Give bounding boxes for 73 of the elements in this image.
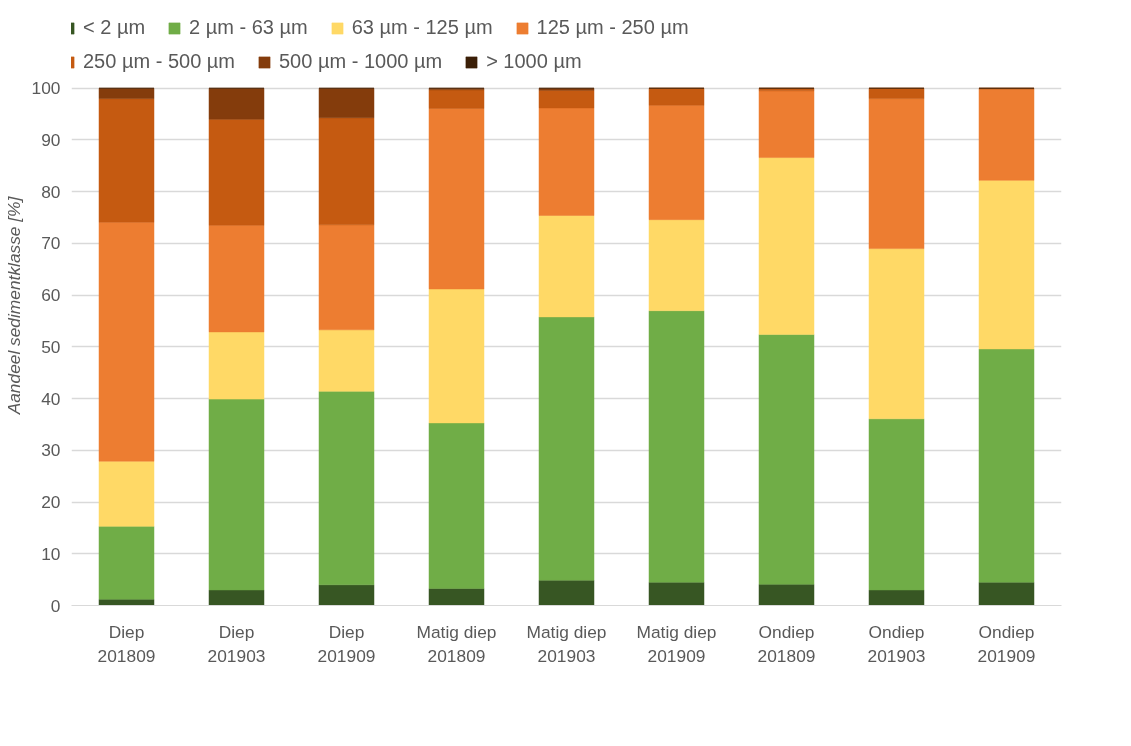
bar: [758, 584, 815, 606]
y-tick-label: 30: [41, 440, 61, 461]
x-tick-label: Ondiep 201903: [867, 621, 926, 666]
legend-label: 2 µm - 63 µm: [189, 16, 308, 39]
bar: [428, 422, 485, 589]
bar: [758, 334, 815, 585]
bar: [208, 88, 265, 120]
bar: [318, 584, 375, 606]
bar: [758, 90, 815, 158]
x-tick-label: Diep 201809: [97, 621, 156, 666]
y-tick-label: 0: [50, 595, 61, 616]
bar: [868, 248, 925, 420]
bar: [208, 398, 265, 591]
bar: [868, 418, 925, 591]
bar: [98, 88, 155, 99]
bar: [98, 460, 155, 527]
bar: [318, 117, 375, 226]
x-tick-label: Ondiep 201909: [977, 621, 1036, 666]
bar: [648, 219, 705, 311]
bar: [98, 526, 155, 600]
bar: [758, 157, 815, 335]
y-tick-label: 60: [41, 285, 61, 306]
bar: [208, 119, 265, 226]
bar: [978, 581, 1035, 606]
bar: [208, 225, 265, 333]
bar: [648, 310, 705, 583]
bar: [978, 89, 1035, 181]
x-tick-label: Matig diep 201809: [416, 621, 497, 666]
bar: [318, 391, 375, 586]
bar: [868, 88, 925, 99]
bar: [318, 88, 375, 118]
bar: [98, 221, 155, 462]
legend-label: 250 µm - 500 µm: [83, 50, 235, 73]
legend-label: 125 µm - 250 µm: [536, 16, 689, 39]
x-tick-label: Matig diep 201909: [636, 621, 717, 666]
bar: [428, 288, 485, 424]
y-tick-label: 20: [41, 492, 61, 513]
bar: [538, 579, 595, 606]
y-tick-label: 50: [41, 336, 61, 357]
bar: [428, 588, 485, 606]
y-tick-label: 100: [31, 78, 61, 99]
y-tick-label: 90: [41, 129, 61, 150]
y-tick-label: 80: [41, 181, 61, 202]
bar: [868, 589, 925, 606]
legend-label: 63 µm - 125 µm: [351, 16, 493, 39]
bar: [318, 224, 375, 331]
x-tick-label: Ondiep 201809: [757, 621, 816, 666]
bar: [318, 329, 375, 392]
bar: [538, 107, 595, 216]
bar: [428, 89, 485, 109]
legend-label: < 2 µm: [83, 16, 146, 39]
bar: [648, 88, 705, 106]
bar: [648, 581, 705, 606]
bar: [208, 589, 265, 606]
bar: [538, 215, 595, 318]
bar: [648, 105, 705, 220]
bar: [208, 331, 265, 400]
bar: [538, 316, 595, 581]
x-tick-label: Diep 201909: [317, 621, 376, 666]
y-tick-label: 40: [41, 388, 61, 409]
bar: [978, 180, 1035, 350]
x-tick-label: Diep 201903: [207, 621, 266, 666]
x-tick-label: Matig diep 201903: [526, 621, 607, 666]
bar: [868, 98, 925, 249]
y-tick-label: 10: [41, 543, 61, 564]
bar: [98, 98, 155, 223]
bar: [538, 90, 595, 109]
legend-label: > 1000 µm: [486, 50, 582, 73]
y-axis-title: Aandeel sedimentklasse [%]: [3, 195, 24, 416]
bar: [978, 348, 1035, 583]
legend-label: 500 µm - 1000 µm: [279, 50, 443, 73]
bar: [428, 108, 485, 290]
y-tick-label: 70: [41, 233, 61, 254]
